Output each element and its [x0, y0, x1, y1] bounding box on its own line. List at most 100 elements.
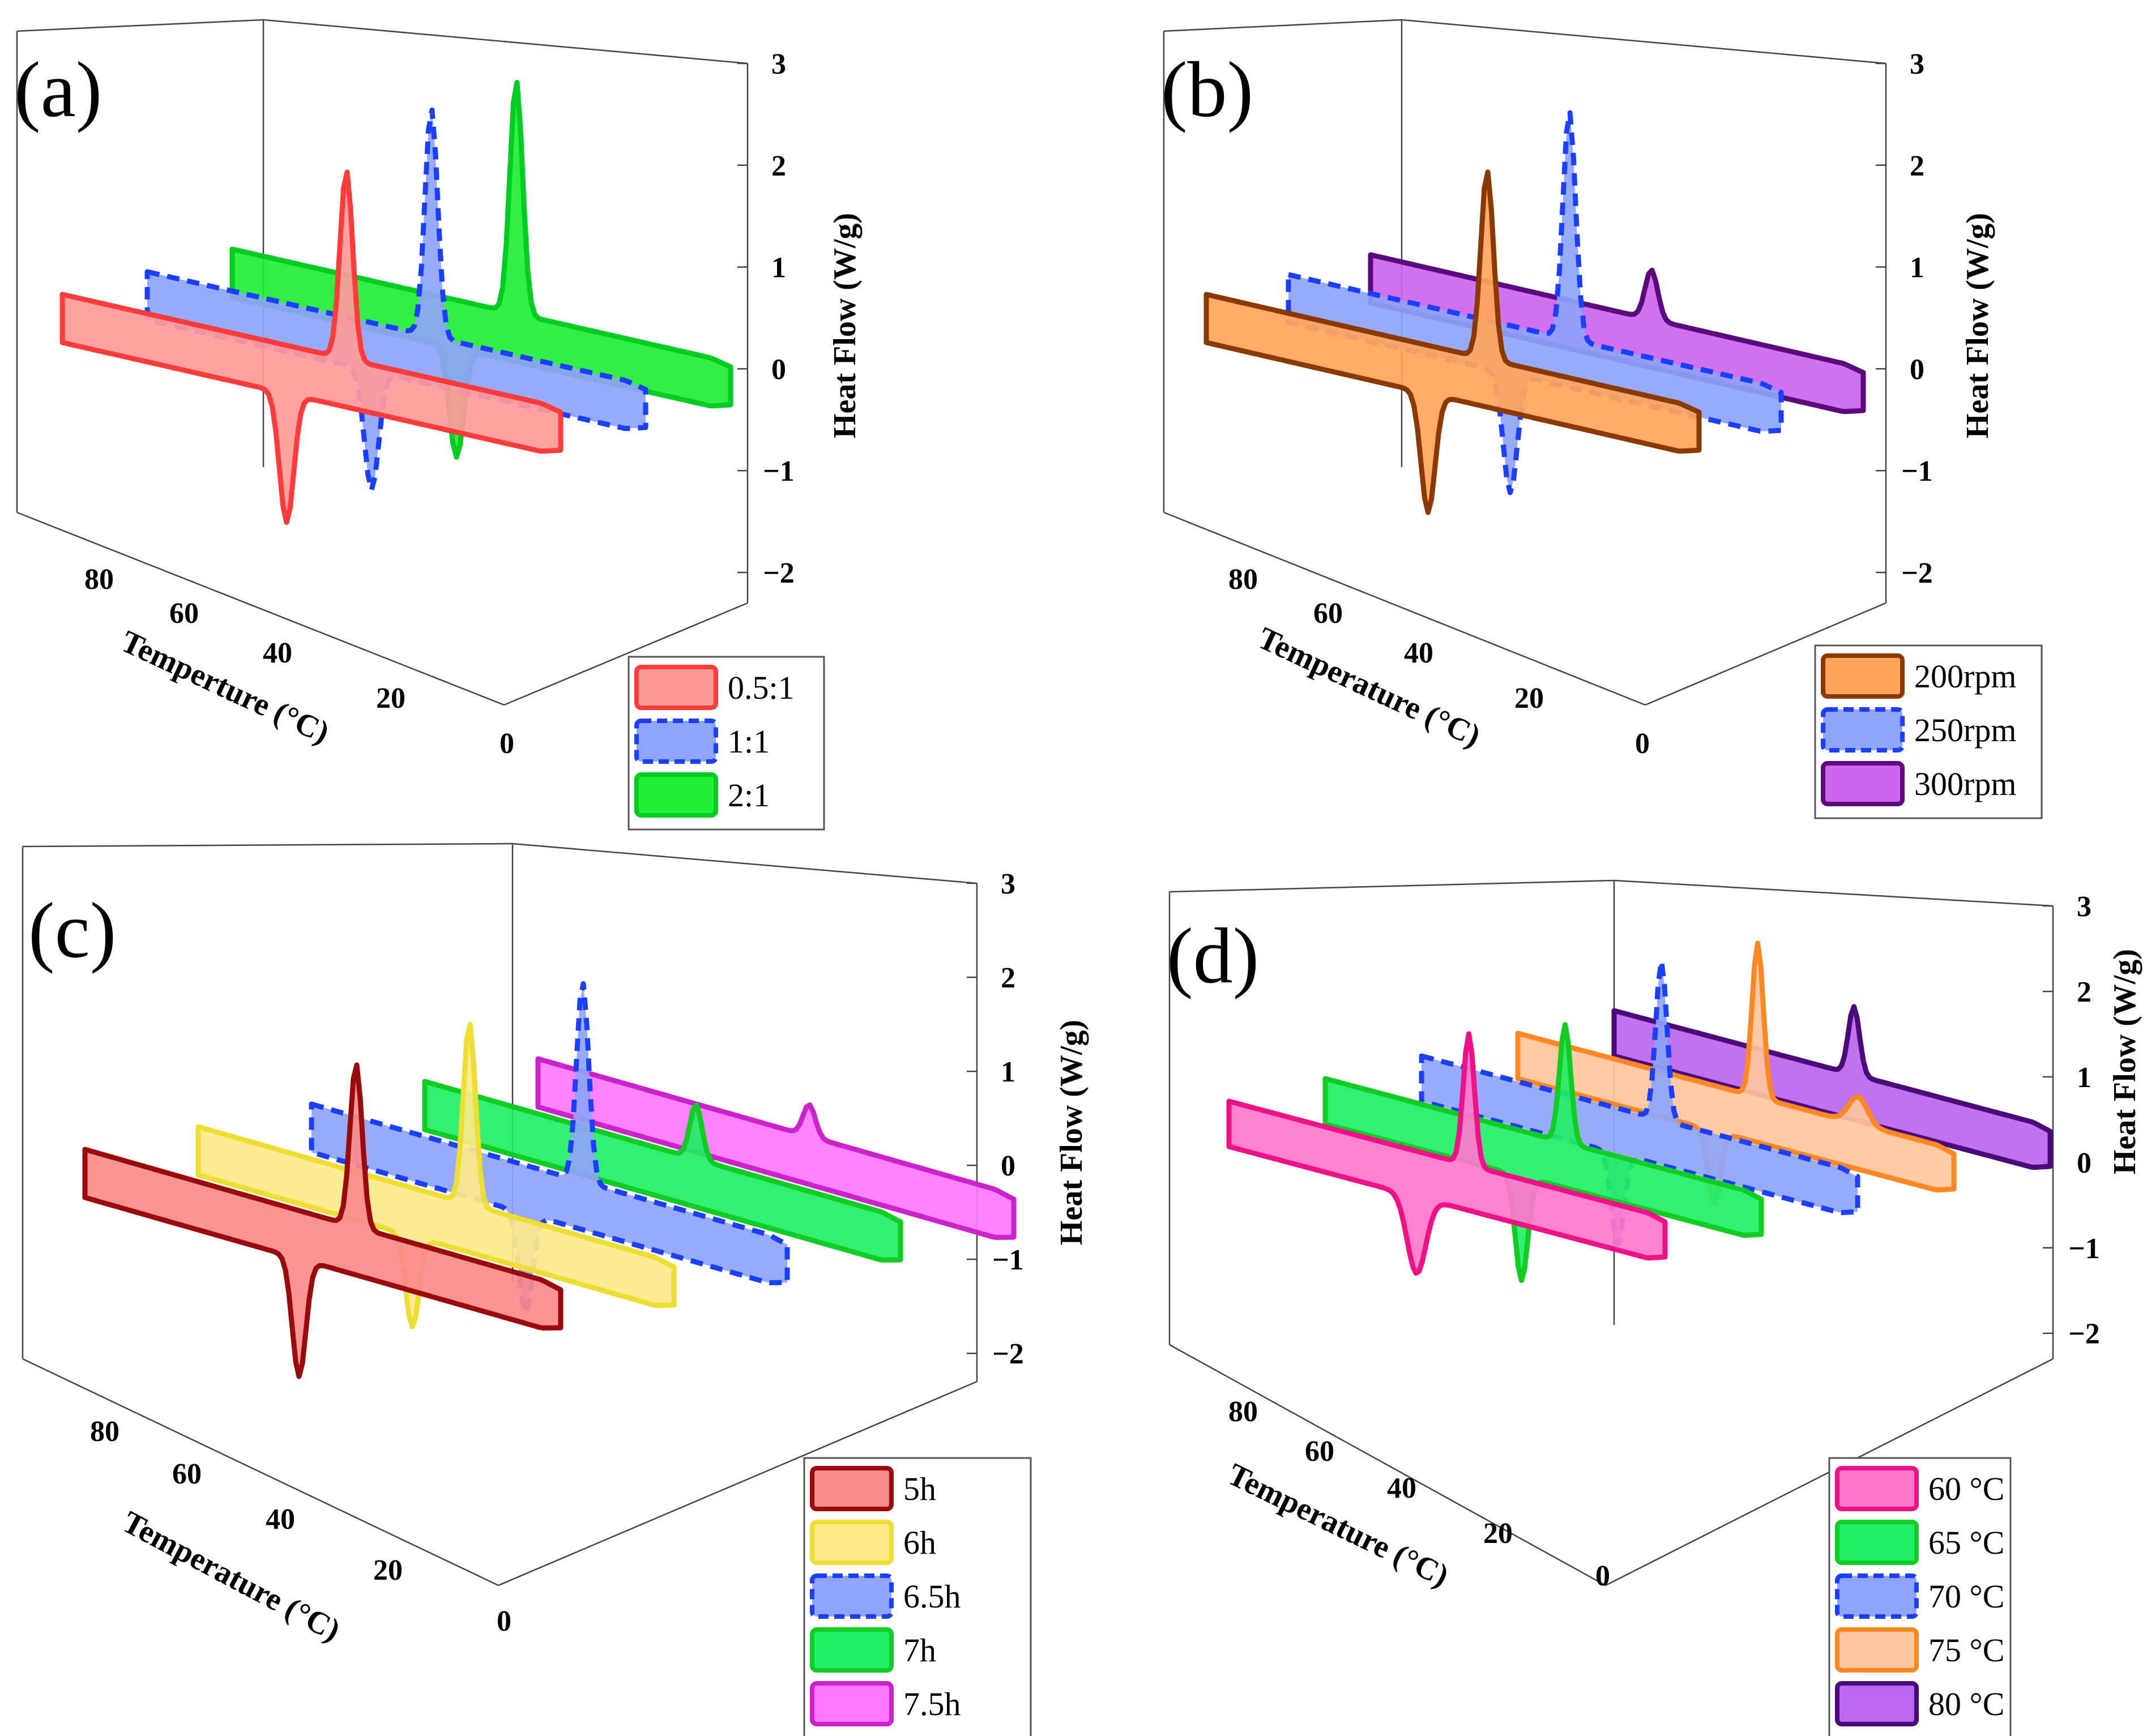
y-tick-label: 0	[1001, 1150, 1015, 1182]
legend-swatch	[1821, 653, 1905, 699]
legend-label: 5h	[903, 1470, 936, 1507]
y-tick-label: 3	[2077, 891, 2091, 923]
y-tick-label: −2	[2068, 1318, 2100, 1350]
y-tick-label: −1	[763, 455, 795, 488]
legend-swatch	[634, 665, 718, 710]
y-tick-label: 1	[771, 252, 786, 284]
y-tick-label: −2	[992, 1338, 1024, 1370]
y-tick-label: 0	[771, 353, 786, 386]
series-ribbon-0	[82, 1062, 564, 1379]
y-tick-label: 3	[771, 48, 786, 80]
legend-swatch	[810, 1681, 894, 1726]
x-tick-label: 60	[1305, 1435, 1334, 1468]
y-tick-label: 1	[1910, 252, 1924, 284]
x-tick-label: 80	[90, 1416, 119, 1448]
legend-swatch	[634, 772, 718, 818]
legend-label: 250rpm	[1914, 712, 2016, 749]
y-tick-label: 1	[1001, 1056, 1015, 1088]
floor-front-edge	[22, 1358, 499, 1587]
x-tick-label: 0	[1595, 1560, 1610, 1592]
legend-swatch	[810, 1466, 894, 1511]
panel-label: (c)	[28, 887, 116, 974]
y-tick-label: 3	[1910, 48, 1924, 80]
y-tick-label: −1	[2068, 1233, 2100, 1265]
y-tick-label: 1	[2077, 1062, 2091, 1094]
floor-right-edge	[1645, 602, 1886, 706]
y-tick-label: −2	[1901, 557, 1933, 589]
legend-label: 6.5h	[903, 1578, 961, 1615]
x-tick-label: 0	[497, 1605, 511, 1637]
floor-front-edge	[16, 511, 505, 706]
series-ribbon-1	[144, 107, 648, 493]
legend-label: 6h	[903, 1524, 936, 1561]
back-top-edge	[1401, 19, 1886, 65]
panel-b: 3 2 1 0 −1 −2 80 60 40 20 0 Temperature (°C) Heat Fl…	[1161, 19, 2043, 819]
legend-label: 65 °C	[1928, 1524, 2004, 1561]
x-tick-label: 40	[263, 637, 292, 669]
left-top-edge	[16, 19, 264, 32]
legend-swatch	[810, 1627, 894, 1673]
left-top-edge	[1169, 879, 1615, 893]
legend-label: 1:1	[728, 723, 770, 760]
panel-a: 3 2 1 0 −1 −2 80 60 40 20 0 Temperture (°C) Heat Flo…	[14, 19, 863, 831]
y-axis-label: Heat Flow (W/g)	[1960, 213, 1995, 438]
x-tick-label: 80	[84, 563, 114, 596]
left-top-edge	[1163, 19, 1402, 32]
legend-label: 7h	[903, 1632, 936, 1669]
back-top-edge	[512, 843, 978, 884]
axes-box	[1163, 19, 1887, 706]
y-tick-label: 3	[1001, 868, 1015, 900]
axes-box	[22, 843, 978, 1587]
x-tick-label: 80	[1228, 563, 1258, 596]
legend-swatch	[1835, 1573, 1919, 1619]
series-ribbon-0	[1226, 1031, 1668, 1276]
legend-swatch	[1821, 761, 1905, 806]
x-axis-label: Temperature (°C)	[117, 1504, 346, 1648]
legend-swatch	[810, 1520, 894, 1565]
series-ribbon-0	[59, 169, 564, 525]
series-ribbon-0	[1203, 169, 1702, 515]
legend-swatch	[1835, 1520, 1919, 1565]
legend-swatch	[634, 719, 718, 764]
x-tick-label: 80	[1228, 1396, 1258, 1428]
y-tick-label: −2	[763, 557, 795, 589]
y-tick-label: 2	[1910, 150, 1924, 182]
floor-right-edge	[503, 602, 748, 706]
x-axis-label: Temperture (°C)	[116, 624, 335, 751]
panel-c: 3 2 1 0 −1 −2 80 60 40 20 0 Temperature (°C) Heat Fl…	[22, 843, 1089, 1736]
y-tick-label: 2	[2077, 976, 2091, 1008]
panel-label: (d)	[1167, 912, 1259, 1000]
axes-box	[16, 19, 749, 706]
x-tick-label: 20	[373, 1554, 403, 1587]
floor-right-edge	[498, 1380, 978, 1587]
floor-front-edge	[1163, 511, 1646, 706]
legend-swatch	[1835, 1627, 1919, 1673]
panel-label: (a)	[14, 46, 102, 134]
panel-d: 3 2 1 0 −1 −2 80 60 40 20 0 Temperature (°C) Heat Fl…	[1167, 879, 2142, 1736]
x-tick-label: 20	[1483, 1517, 1513, 1550]
floor-front-edge	[1169, 1344, 1606, 1587]
legend-label: 2:1	[728, 777, 770, 814]
x-tick-label: 0	[1635, 728, 1650, 760]
legend-label: 0.5:1	[728, 669, 795, 706]
legend-label: 200rpm	[1914, 658, 2016, 695]
legend-swatch	[1835, 1466, 1919, 1511]
legend-swatch	[1835, 1681, 1919, 1726]
left-top-edge	[22, 843, 513, 848]
legend-label: 80 °C	[1928, 1686, 2004, 1722]
y-tick-label: −1	[1901, 455, 1933, 488]
legend-swatch	[810, 1573, 894, 1619]
y-axis-label: Heat Flow (W/g)	[1054, 1020, 1089, 1245]
x-tick-label: 40	[1404, 637, 1433, 669]
x-tick-label: 40	[266, 1503, 295, 1536]
x-tick-label: 0	[500, 728, 514, 760]
y-tick-label: 2	[771, 150, 786, 182]
y-axis-label: Heat Flow (W/g)	[827, 213, 863, 438]
x-tick-label: 20	[1514, 682, 1544, 715]
legend-label: 60 °C	[1928, 1470, 2004, 1507]
y-tick-label: −1	[992, 1244, 1024, 1276]
x-tick-label: 20	[376, 682, 406, 715]
y-axis-label: Heat Flow (W/g)	[2107, 949, 2142, 1174]
y-tick-label: 2	[1001, 962, 1015, 994]
